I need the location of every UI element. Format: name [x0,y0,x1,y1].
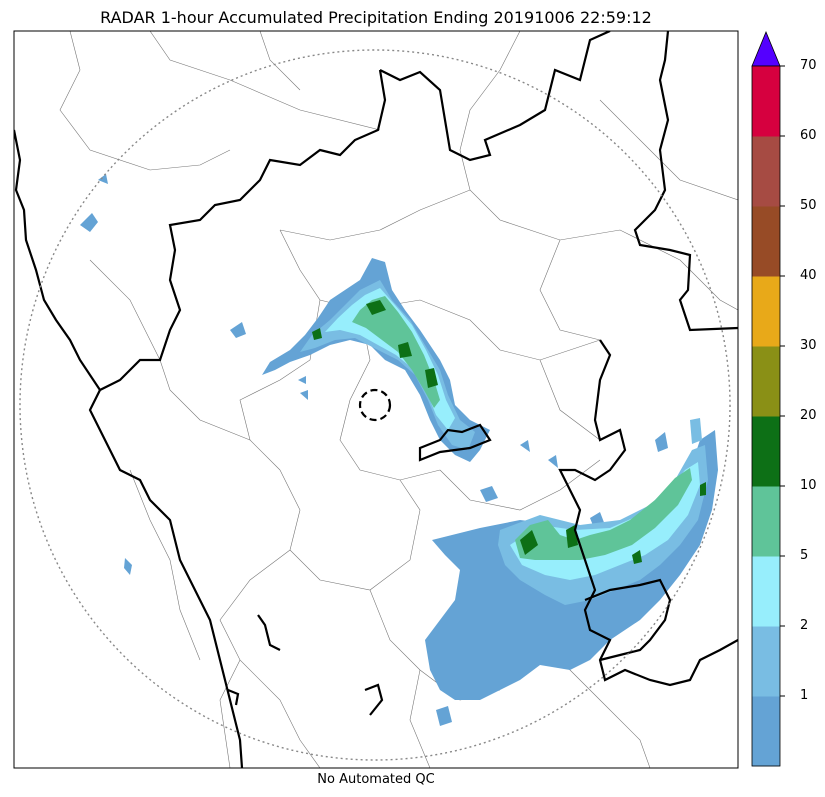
colorbar-segment [752,486,780,557]
colorbar-tick-label: 70 [800,58,817,73]
colorbar-tick-label: 50 [800,198,817,213]
colorbar-tick-label: 5 [800,548,809,563]
colorbar-tick-label: 20 [800,408,817,423]
colorbar-segment [752,626,780,697]
colorbar-extend-arrow [751,30,781,67]
precip-teal [352,296,692,560]
district-boundaries [59,31,738,768]
colorbar-tick-label: 40 [800,268,817,283]
colorbar-tick-label: 2 [800,618,809,633]
range-ring [19,49,731,761]
qc-note: No Automated QC [317,772,435,787]
colorbar-segment [752,696,780,767]
map-frame [13,30,739,769]
colorbar-tick-label: 1 [800,688,809,703]
colorbar-tick-label: 30 [800,338,817,353]
colorbar [751,30,785,767]
colorbar-segment [752,556,780,627]
colorbar-tick-label: 60 [800,128,817,143]
map-title: RADAR 1-hour Accumulated Precipitation E… [100,8,652,27]
colorbar-segment [752,346,780,417]
colorbar-segment [752,66,780,137]
precip-light [80,174,718,726]
colorbar-tick-label: 10 [800,478,817,493]
precip-green [312,300,706,564]
radar-site-marker [358,388,392,422]
state-boundaries [14,31,738,768]
colorbar-segment [752,136,780,207]
colorbar-segment [752,416,780,487]
colorbar-segment [752,206,780,277]
colorbar-segment [752,276,780,347]
